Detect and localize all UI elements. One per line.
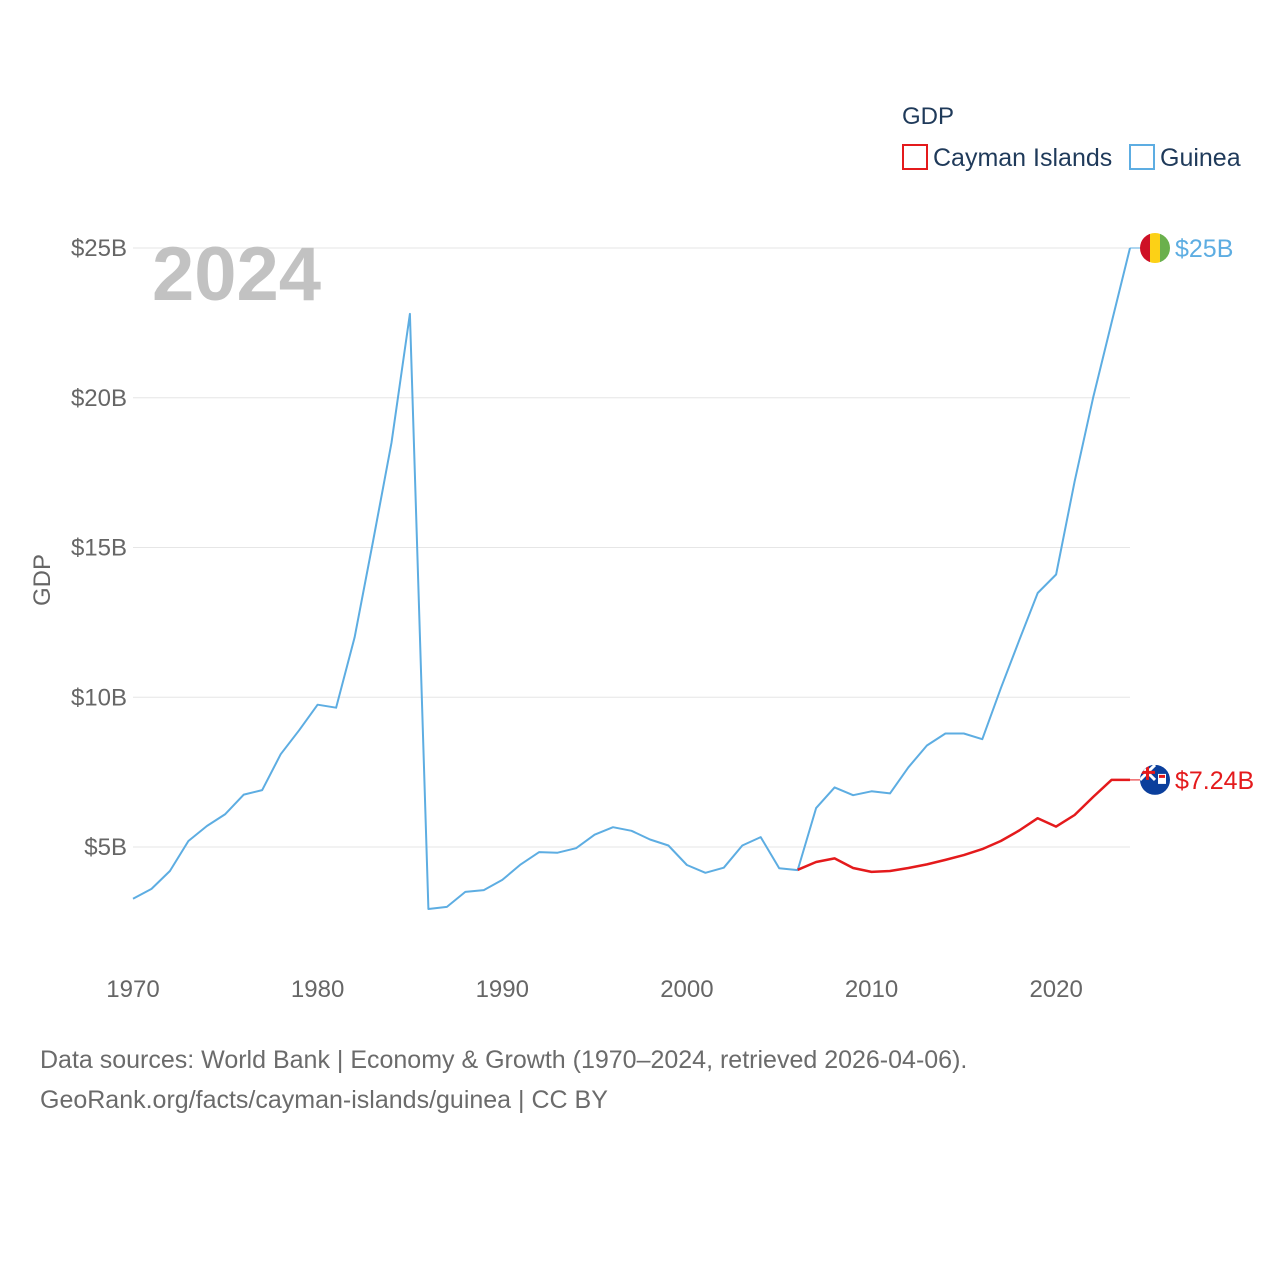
footer: Data sources: World Bank | Economy & Gro…	[40, 1040, 967, 1120]
guinea-flag-icon	[1140, 233, 1170, 263]
series-line-cayman-islands	[797, 778, 1130, 874]
legend-label-guinea: Guinea	[1160, 144, 1241, 172]
legend-item-guinea[interactable]: Guinea	[1129, 144, 1241, 172]
y-tick-label: $25B	[71, 235, 127, 262]
y-tick-label: $20B	[71, 385, 127, 412]
legend-item-cayman-islands[interactable]: Cayman Islands	[902, 144, 1112, 172]
x-tick-label: 1990	[476, 976, 529, 1003]
x-axis-ticks: 1970 1980 1990 2000 2010 2020	[106, 976, 1083, 1003]
y-axis-ticks: $5B $10B $15B $20B $25B	[71, 235, 127, 861]
year-label: 2024	[152, 232, 321, 317]
legend-swatch-guinea	[1129, 144, 1155, 170]
legend-label-cayman-islands: Cayman Islands	[933, 144, 1112, 172]
y-tick-label: $5B	[84, 834, 127, 861]
legend: GDP Cayman Islands Guinea	[902, 103, 1241, 172]
series-line-guinea	[132, 247, 1131, 910]
x-tick-label: 2000	[660, 976, 713, 1003]
data-series	[132, 247, 1131, 910]
footer-sources: Data sources: World Bank | Economy & Gro…	[40, 1046, 968, 1074]
legend-title: GDP	[902, 103, 954, 130]
cayman-islands-flag-icon	[1140, 764, 1170, 795]
legend-swatch-cayman-islands	[902, 144, 928, 170]
end-markers: $7.24B $25B	[1130, 233, 1254, 795]
grid-lines	[133, 247, 1130, 848]
y-tick-label: $10B	[71, 684, 127, 711]
y-tick-label: $15B	[71, 535, 127, 562]
x-tick-label: 1980	[291, 976, 344, 1003]
x-tick-label: 1970	[106, 976, 159, 1003]
x-tick-label: 2020	[1029, 976, 1082, 1003]
y-axis-label: GDP	[29, 554, 56, 606]
x-tick-label: 2010	[845, 976, 898, 1003]
end-value-label-guinea: $25B	[1175, 235, 1233, 263]
end-value-label-cayman-islands: $7.24B	[1175, 767, 1254, 795]
footer-attribution: GeoRank.org/facts/cayman-islands/guinea …	[40, 1086, 608, 1114]
